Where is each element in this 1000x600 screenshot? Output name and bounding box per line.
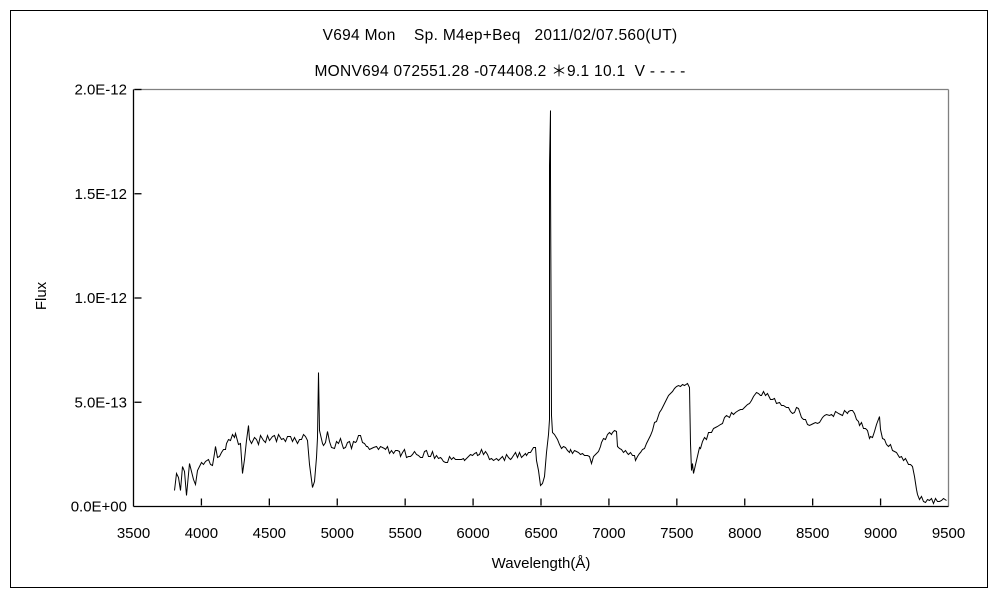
x-tick-label: 8000 <box>728 525 761 542</box>
x-tick-label: 7000 <box>592 525 625 542</box>
x-tick-label: 4500 <box>253 525 286 542</box>
spectrum-line <box>174 110 947 505</box>
x-tick-label: 3500 <box>117 525 150 542</box>
x-tick-label: 5000 <box>321 525 354 542</box>
y-tick-label: 2.0E-12 <box>74 82 127 99</box>
x-axis-title: Wavelength(Å) <box>492 555 591 572</box>
x-tick-label: 9500 <box>932 525 965 542</box>
x-tick-label: 6500 <box>524 525 557 542</box>
x-tick-label: 4000 <box>185 525 218 542</box>
x-tick-label: 7500 <box>660 525 693 542</box>
y-tick-label: 1.5E-12 <box>74 186 127 203</box>
x-tick-label: 9000 <box>864 525 897 542</box>
y-axis-title: Flux <box>33 281 50 310</box>
y-tick-label: 5.0E-13 <box>74 394 127 411</box>
y-tick-label: 0.0E+00 <box>71 499 127 516</box>
y-tick-label: 1.0E-12 <box>74 290 127 307</box>
plot-subtitle: MONV694 072551.28 -074408.2 ＊9.1 10.1 V … <box>314 63 686 80</box>
x-tick-label: 6000 <box>456 525 489 542</box>
image-border <box>10 10 988 588</box>
x-tick-label: 5500 <box>388 525 421 542</box>
plot-title: V694 Mon Sp. M4ep+Beq 2011/02/07.560(UT) <box>322 27 678 44</box>
x-tick-label: 8500 <box>796 525 829 542</box>
